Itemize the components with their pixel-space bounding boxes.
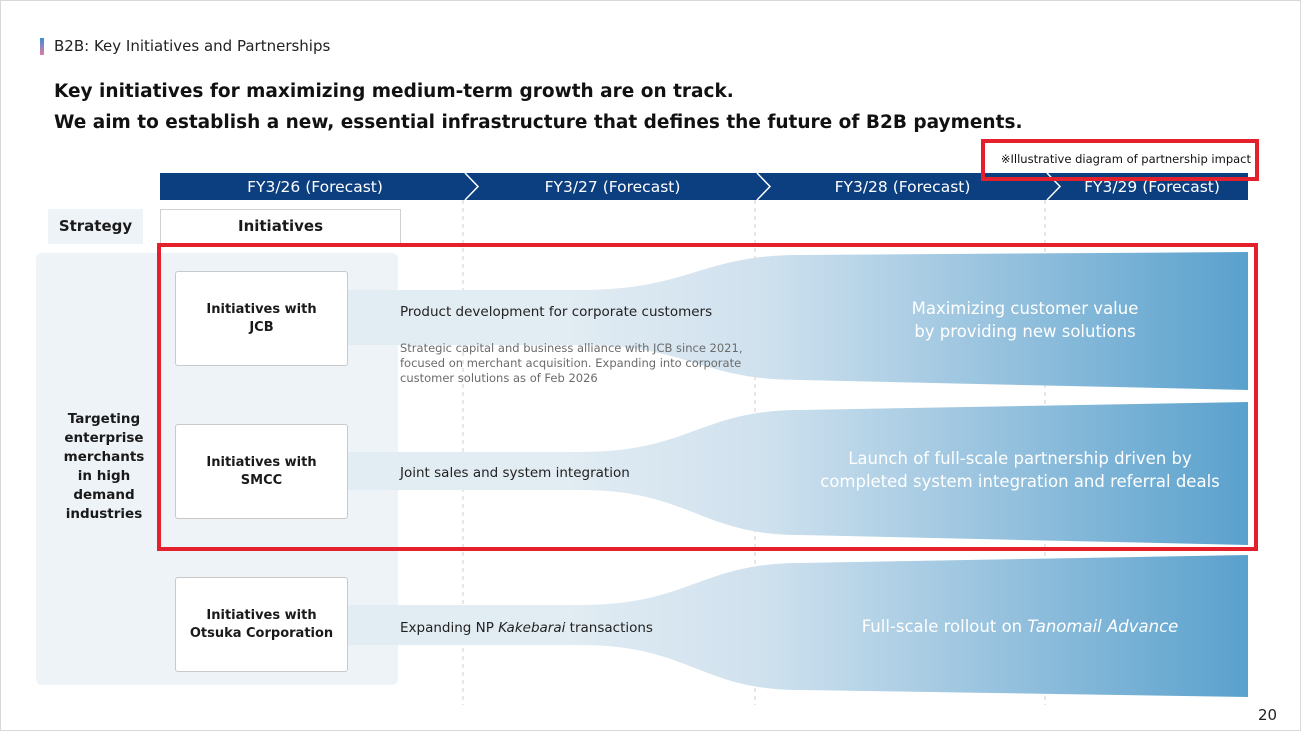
activity-text: Expanding NP (400, 620, 499, 636)
period-label: FY3/26 (Forecast) (247, 178, 383, 196)
activity-detail: Strategic capital and business alliance … (400, 341, 743, 385)
strategy-header: Strategy (48, 209, 143, 244)
activity: Joint sales and system integration (400, 465, 630, 481)
initiatives-header: Initiatives (160, 209, 401, 244)
note-box: ※Illustrative diagram of partnership imp… (981, 139, 1259, 181)
section-title: B2B: Key Initiatives and Partnerships (54, 37, 331, 55)
strategy-text: Targeting enterprise merchants in high d… (63, 411, 145, 522)
outcome-text: Full-scale rollout on (861, 617, 1028, 636)
outcome: Maximizing customer value by providing n… (815, 297, 1235, 343)
outcome-emphasis: Tanomail Advance (1027, 617, 1179, 636)
headline: We aim to establish a new, essential inf… (54, 112, 1023, 133)
initiative-label: Initiatives with SMCC (206, 454, 317, 488)
flows (347, 252, 1248, 697)
activity: Expanding NP Kakebarai transactions (400, 620, 653, 636)
outcome-text: Launch of full-scale partnership driven … (820, 449, 1220, 491)
activity-text: transactions (565, 620, 653, 636)
activity-emphasis: Kakebarai (498, 620, 566, 636)
period-label: FY3/28 (Forecast) (834, 178, 971, 196)
highlight-box (157, 243, 1258, 551)
initiative-box: Initiatives with SMCC (175, 424, 348, 519)
page-number: 20 (1258, 706, 1278, 724)
headline: Key initiatives for maximizing medium-te… (54, 81, 734, 102)
accent-bar (40, 38, 44, 55)
initiative-box: Initiatives with Otsuka Corporation (175, 577, 348, 672)
activity: Product development for corporate custom… (400, 304, 713, 320)
outcome: Full-scale rollout on Tanomail Advance (790, 615, 1250, 638)
initiative-label: Initiatives with Otsuka Corporation (189, 607, 334, 641)
period-label: FY3/27 (Forecast) (544, 178, 681, 196)
outcome: Launch of full-scale partnership driven … (790, 447, 1250, 493)
note: ※Illustrative diagram of partnership imp… (1000, 152, 1251, 166)
period-label: FY3/29 (Forecast) (1084, 178, 1220, 196)
initiative-box: Initiatives with JCB (175, 271, 348, 366)
initiative-label: Initiatives with JCB (206, 301, 317, 335)
outcome-text: Maximizing customer value by providing n… (911, 299, 1139, 341)
